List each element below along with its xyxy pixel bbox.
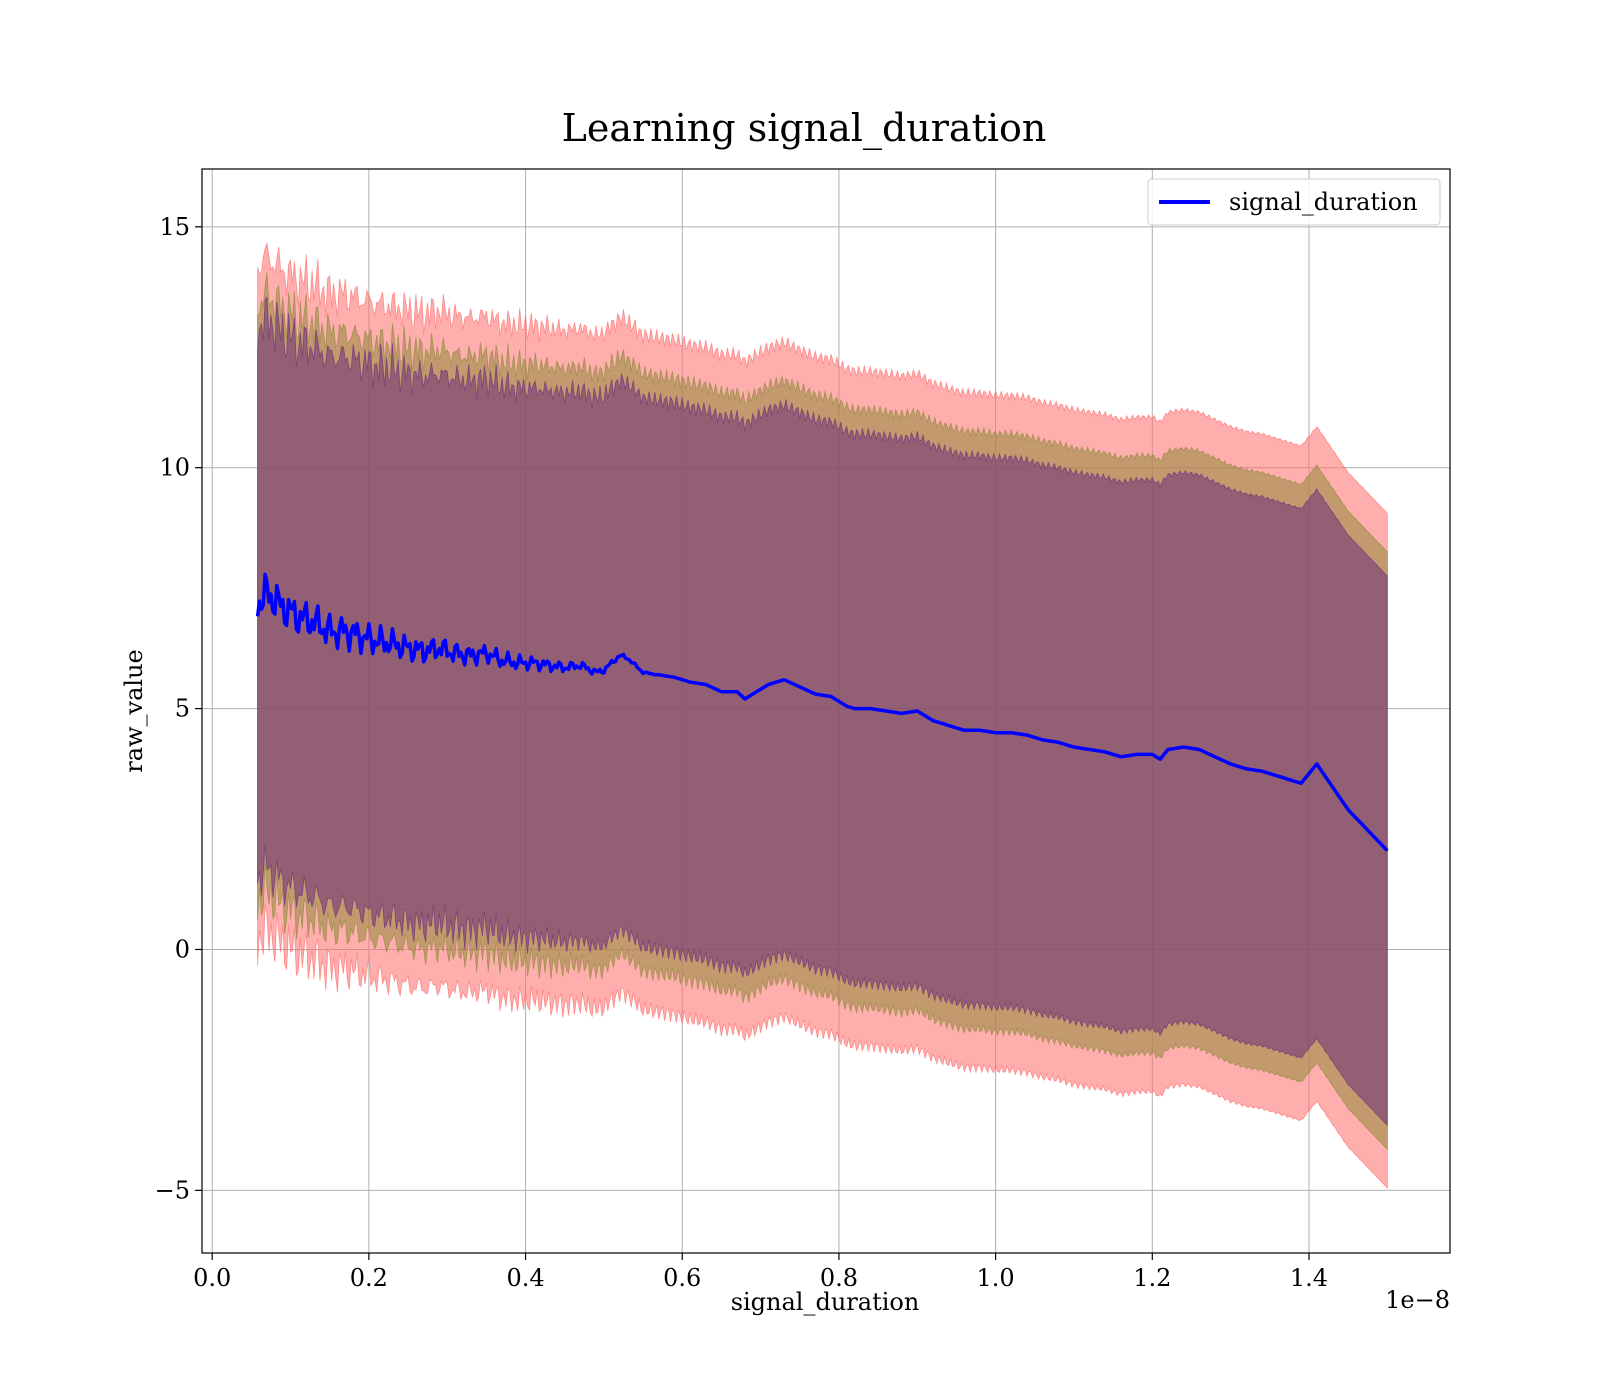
series-line-signal_duration [255,572,1389,852]
x-tick-label: 0.8 [820,1264,858,1292]
x-tick-label: 0.6 [663,1264,701,1292]
band-inner [257,296,1388,1127]
plot-frame [201,168,1451,1254]
y-tick-label: 0 [175,935,190,963]
x-axis-label: signal_duration [731,1288,920,1316]
y-axis-ticks: −5 0 5 10 15 [155,213,202,1204]
legend-box [1147,178,1441,226]
y-tick-label: 10 [159,454,190,482]
x-axis-offset-label: 1e−8 [1385,1286,1450,1314]
confidence-bands [257,242,1388,1190]
legend: signal_duration [1147,178,1441,226]
x-tick-label: 1.4 [1290,1264,1328,1292]
x-tick-label: 0.0 [193,1264,231,1292]
x-tick-label: 1.2 [1133,1264,1171,1292]
series-lines [255,572,1389,852]
x-tick-label: 0.4 [506,1264,544,1292]
legend-label: signal_duration [1229,188,1418,216]
y-tick-label: −5 [155,1176,190,1204]
y-tick-label: 5 [175,695,190,723]
x-axis-ticks: 0.0 0.2 0.4 0.6 0.8 1.0 1.2 1.4 [193,1253,1328,1292]
x-tick-label: 0.2 [350,1264,388,1292]
chart-title: Learning signal_duration [562,106,1047,151]
y-tick-label: 15 [159,213,190,241]
y-axis-label: raw_value [120,649,148,773]
x-tick-label: 1.0 [977,1264,1015,1292]
